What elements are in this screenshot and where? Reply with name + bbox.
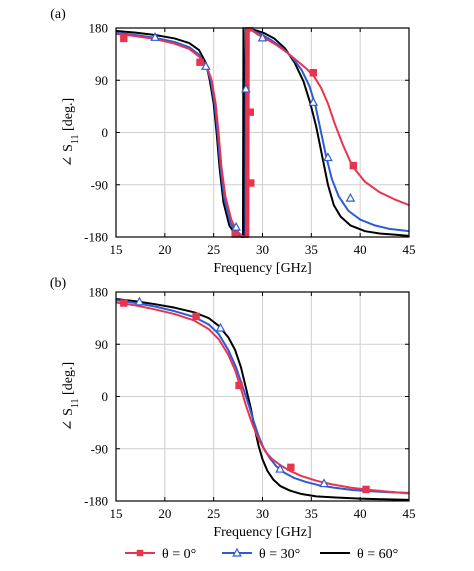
- data-point-square: [196, 58, 204, 66]
- y-tick-label: 90: [95, 73, 108, 88]
- x-tick-label: 35: [305, 242, 318, 257]
- data-point-square: [247, 179, 255, 187]
- legend-marker-square: [136, 549, 144, 557]
- y-tick-label: 180: [89, 285, 109, 300]
- data-point-triangle: [323, 152, 333, 162]
- x-tick-label: 45: [403, 506, 416, 521]
- data-point-square: [235, 381, 243, 390]
- x-tick-label: 40: [354, 242, 367, 257]
- y-tick-label: -180: [84, 230, 108, 245]
- data-point-triangle: [308, 97, 319, 106]
- data-point-square: [192, 312, 200, 321]
- data-point-triangle: [345, 192, 356, 202]
- x-tick-label: 15: [110, 506, 123, 521]
- legend-label: θ = 30°: [259, 547, 300, 562]
- legend-label: θ = 60°: [357, 547, 398, 562]
- y-tick-label: 180: [89, 21, 109, 36]
- data-point-square: [246, 108, 254, 116]
- data-point-triangle: [241, 83, 251, 93]
- y-tick-label: 0: [102, 389, 109, 404]
- y-axis-label: ∠ S11 [deg.]: [61, 98, 81, 167]
- y-axis-label: ∠ S11 [deg.]: [61, 362, 81, 431]
- legend: θ = 0° θ = 30° θ = 60°: [125, 547, 398, 562]
- y-tick-label: -90: [91, 177, 108, 192]
- y-tick-label: -90: [91, 441, 108, 456]
- panel-label: (b): [50, 276, 67, 291]
- data-point-triangle: [257, 32, 268, 42]
- x-tick-label: 20: [158, 242, 171, 257]
- data-point-square: [120, 299, 128, 307]
- x-axis-label: Frequency [GHz]: [213, 525, 311, 540]
- data-point-square: [120, 34, 128, 43]
- data-point-triangle: [231, 221, 241, 231]
- data-point-triangle: [215, 322, 226, 332]
- data-point-square: [349, 161, 358, 170]
- data-point-square: [287, 463, 295, 472]
- panel-a: 15 20 25 30 35 40 45 180 90 0 -90 -180 Frequency [GH…: [50, 7, 415, 276]
- legend-label: θ = 0°: [162, 547, 196, 562]
- x-tick-label: 45: [403, 242, 416, 257]
- series-line-theta-0: [116, 301, 409, 495]
- data-point-triangle: [275, 463, 285, 473]
- data-point-square: [309, 69, 317, 77]
- data-point-triangle: [150, 32, 160, 41]
- panel-label: (a): [50, 7, 66, 22]
- data-point-triangle: [319, 478, 329, 488]
- x-axis-label: Frequency [GHz]: [213, 261, 311, 276]
- x-tick-label: 15: [110, 242, 123, 257]
- y-tick-label: -180: [84, 494, 108, 509]
- x-tick-label: 25: [207, 506, 220, 521]
- x-tick-label: 35: [305, 506, 318, 521]
- legend-marker-triangle: [232, 547, 242, 557]
- series-group: [116, 296, 409, 501]
- y-tick-label: 0: [102, 125, 109, 140]
- y-tick-label: 90: [95, 337, 108, 352]
- x-tick-label: 30: [256, 506, 269, 521]
- x-tick-label: 40: [354, 506, 367, 521]
- x-tick-label: 30: [256, 242, 269, 257]
- data-point-square: [231, 230, 239, 238]
- panel-b: 15 20 25 30 35 40 45 180 90 0 -90 -180 Frequency [GH…: [50, 276, 416, 540]
- data-point-triangle: [201, 61, 211, 70]
- data-point-square: [362, 485, 370, 494]
- x-tick-label: 25: [207, 242, 220, 257]
- x-tick-label: 20: [158, 506, 171, 521]
- data-point-triangle: [134, 296, 145, 306]
